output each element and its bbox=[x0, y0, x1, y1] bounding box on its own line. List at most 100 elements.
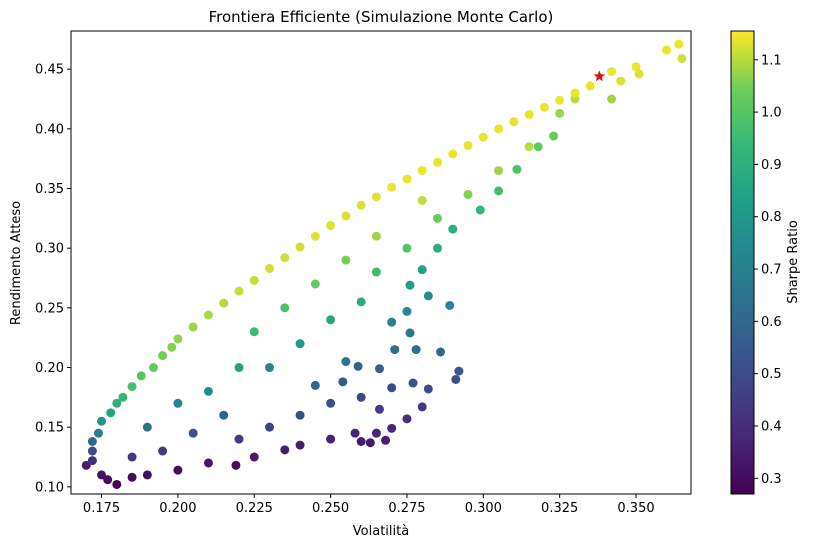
scatter-point bbox=[402, 243, 412, 253]
scatter-point bbox=[417, 265, 427, 275]
scatter-point bbox=[310, 279, 320, 289]
y-tick-label: 0.15 bbox=[35, 421, 64, 436]
scatter-point bbox=[524, 110, 534, 120]
scatter-point bbox=[555, 95, 565, 105]
scatter-point bbox=[295, 242, 305, 252]
scatter-point bbox=[219, 298, 229, 308]
scatter-point bbox=[341, 357, 351, 367]
colorbar-ticks: 0.3 0.4 0.5 0.6 0.7 0.8 0.9 1.0 1.1 bbox=[754, 53, 782, 487]
scatter-point bbox=[158, 351, 168, 361]
scatter-point bbox=[127, 452, 137, 462]
scatter-point bbox=[326, 315, 336, 325]
scatter-point bbox=[136, 371, 146, 381]
scatter-point bbox=[374, 404, 384, 414]
scatter-point bbox=[585, 81, 595, 91]
colorbar-tick-label: 0.7 bbox=[761, 263, 782, 278]
colorbar-tick-label: 0.4 bbox=[761, 419, 782, 434]
scatter-point bbox=[188, 322, 198, 332]
scatter-point bbox=[356, 200, 366, 210]
y-tick-label: 0.40 bbox=[35, 122, 64, 137]
x-tick-label: 0.250 bbox=[312, 501, 349, 516]
scatter-point bbox=[423, 291, 433, 301]
scatter-point bbox=[478, 132, 488, 142]
scatter-point bbox=[387, 423, 397, 433]
scatter-point bbox=[662, 45, 672, 55]
scatter-point bbox=[81, 460, 91, 470]
scatter-point bbox=[570, 88, 580, 98]
scatter-point bbox=[390, 345, 400, 355]
scatter-point bbox=[411, 345, 421, 355]
x-tick-label: 0.175 bbox=[83, 501, 120, 516]
scatter-point bbox=[295, 339, 305, 349]
scatter-point bbox=[249, 275, 259, 285]
scatter-point bbox=[433, 213, 443, 223]
scatter-point bbox=[454, 366, 464, 376]
scatter-point bbox=[607, 67, 617, 77]
scatter-point bbox=[265, 363, 275, 373]
scatter-point bbox=[265, 422, 275, 432]
scatter-point bbox=[295, 410, 305, 420]
scatter-point bbox=[356, 297, 366, 307]
scatter-point bbox=[387, 317, 397, 327]
colorbar-tick-label: 0.6 bbox=[761, 315, 782, 330]
x-tick-label: 0.350 bbox=[617, 501, 654, 516]
scatter-point bbox=[326, 434, 336, 444]
scatter-point bbox=[463, 141, 473, 151]
scatter-point bbox=[417, 402, 427, 412]
x-tick-label: 0.200 bbox=[159, 501, 196, 516]
scatter-point bbox=[405, 328, 415, 338]
colorbar-label: Sharpe Ratio bbox=[786, 220, 801, 304]
y-tick-label: 0.25 bbox=[35, 301, 64, 316]
scatter-point bbox=[188, 428, 198, 438]
scatter-point bbox=[494, 166, 504, 176]
scatter-point bbox=[436, 347, 446, 357]
scatter-point bbox=[408, 378, 418, 388]
scatter-point bbox=[103, 475, 113, 485]
scatter-point bbox=[249, 452, 259, 462]
scatter-point bbox=[387, 182, 397, 192]
scatter-point bbox=[607, 94, 617, 104]
scatter-point bbox=[451, 374, 461, 384]
colorbar-tick-label: 1.1 bbox=[761, 53, 782, 68]
scatter-point bbox=[142, 422, 152, 432]
scatter-point bbox=[374, 364, 384, 374]
scatter-point bbox=[677, 53, 687, 63]
scatter-point bbox=[423, 384, 433, 394]
scatter-point bbox=[371, 192, 381, 202]
x-tick-label: 0.225 bbox=[236, 501, 273, 516]
scatter-point bbox=[371, 231, 381, 241]
scatter-point bbox=[167, 342, 177, 352]
scatter-point bbox=[280, 303, 290, 313]
scatter-point bbox=[231, 460, 241, 470]
scatter-point bbox=[353, 361, 363, 371]
scatter-point bbox=[310, 380, 320, 390]
scatter-point bbox=[405, 280, 415, 290]
scatter-point bbox=[310, 231, 320, 241]
x-tick-label: 0.275 bbox=[388, 501, 425, 516]
scatter-point bbox=[127, 472, 137, 482]
scatter-point bbox=[326, 398, 336, 408]
scatter-point bbox=[494, 124, 504, 134]
scatter-point bbox=[97, 416, 107, 426]
colorbar-tick-label: 0.8 bbox=[761, 210, 782, 225]
scatter-point bbox=[280, 253, 290, 263]
scatter-points bbox=[81, 39, 687, 489]
scatter-point bbox=[634, 69, 644, 79]
y-axis-ticks: 0.10 0.15 0.20 0.25 0.30 0.35 0.40 0.45 bbox=[35, 63, 71, 495]
scatter-point bbox=[475, 205, 485, 215]
x-tick-label: 0.300 bbox=[465, 501, 502, 516]
colorbar-tick-label: 0.3 bbox=[761, 472, 782, 487]
scatter-point bbox=[148, 363, 158, 373]
scatter-point bbox=[371, 428, 381, 438]
scatter-point bbox=[203, 458, 213, 468]
scatter-point bbox=[93, 428, 103, 438]
scatter-point bbox=[350, 428, 360, 438]
scatter-point bbox=[203, 310, 213, 320]
colorbar-tick-label: 1.0 bbox=[761, 106, 782, 121]
scatter-point bbox=[365, 438, 375, 448]
scatter-point bbox=[265, 263, 275, 273]
scatter-point bbox=[417, 195, 427, 205]
scatter-point bbox=[448, 149, 458, 159]
plot-frame bbox=[70, 30, 692, 495]
